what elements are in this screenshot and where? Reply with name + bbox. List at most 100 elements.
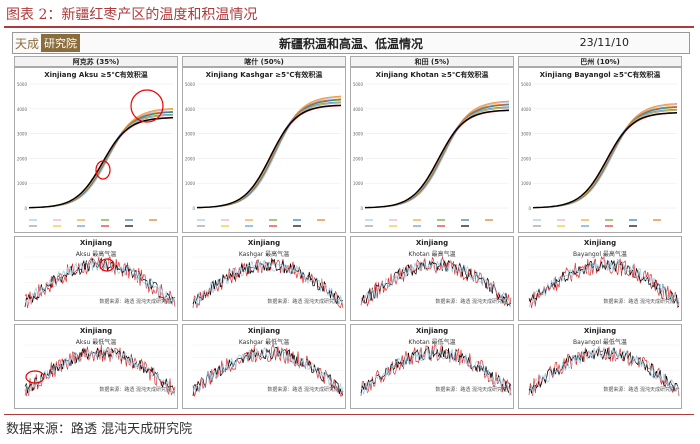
temperature-series-line [192, 257, 344, 305]
panel-plot [24, 344, 176, 397]
y-tick-label: 3000 [353, 132, 364, 137]
temperature-series-line [24, 257, 176, 308]
accumulated-series-line [28, 116, 174, 209]
y-tick-label: 2000 [521, 156, 532, 161]
bottom-rule [4, 414, 694, 415]
accumulated-series-line [364, 107, 510, 209]
accumulated-series-line [196, 101, 342, 209]
min-temp-panel: Xinjiang Khotan 最低气温 数据来源：路透 混沌天成研究院 [350, 324, 514, 409]
temperature-series-line [192, 259, 344, 306]
accumulated-series-line [197, 101, 342, 209]
panel-title: Xinjiang [415, 327, 449, 335]
panel-title: Xinjiang [79, 327, 113, 335]
panel-title: Xinjiang Khotan ≥5℃有效积温 [375, 71, 489, 79]
y-tick-label: 0 [24, 206, 27, 211]
region-header: 和田 (5%) [350, 56, 514, 67]
max-temp-panel: Xinjiang Aksu 最高气温 数据来源：路透 混沌天成研究院 [14, 236, 178, 321]
accumulated-series-line [533, 106, 678, 209]
temperature-series-line [528, 347, 680, 394]
y-tick-label: 2000 [17, 156, 28, 161]
panel-subtitle: Aksu 最低气温 [75, 339, 117, 346]
highlight-circle [25, 370, 45, 384]
y-tick-label: 2000 [353, 156, 364, 161]
accumulated-series-line [532, 109, 678, 209]
y-tick-label: 4000 [353, 107, 364, 112]
accumulated-series-line [28, 117, 173, 209]
panel-source-note: 数据来源：路透 混沌天成研究院 [267, 387, 339, 393]
accumulated-series-line [532, 112, 678, 209]
panel-subtitle: Khotan 最低气温 [408, 339, 456, 346]
panel-subtitle: Kashgar 最高气温 [238, 251, 290, 258]
y-tick-label: 5000 [353, 82, 364, 87]
panel-source-note: 数据来源：路透 混沌天成研究院 [435, 299, 507, 305]
accumulated-temp-panel: 0 1000 2000 3000 4000 5000 Xinjiang Bayangol ≥… [518, 67, 682, 233]
accumulated-series-line [365, 101, 510, 209]
panel-title: Xinjiang Bayangol ≥5℃有效积温 [539, 71, 661, 79]
y-tick-label: 0 [192, 206, 195, 211]
panel-plot: 0 1000 2000 3000 4000 5000 [521, 82, 678, 227]
region-header: 阿克苏 (35%) [14, 56, 178, 67]
panel-source-note: 数据来源：路透 混沌天成研究院 [99, 387, 171, 393]
panel-subtitle: Khotan 最高气温 [408, 251, 456, 258]
y-tick-label: 1000 [521, 181, 532, 186]
panel-source-note: 数据来源：路透 混沌天成研究院 [603, 299, 675, 305]
banner: 天成 研究院 新疆积温和高温、低温情况 23/11/10 [12, 32, 690, 54]
accumulated-series-line [197, 95, 342, 209]
panel-title: Xinjiang Kashgar ≥5℃有效积温 [205, 71, 323, 79]
y-tick-label: 3000 [521, 132, 532, 137]
accumulated-series-line [364, 110, 509, 209]
panel-title: Xinjiang [583, 239, 617, 247]
accumulated-series-line [197, 96, 342, 209]
accumulated-series-line [364, 106, 510, 209]
panel-plot [192, 344, 344, 398]
accumulated-series-line [532, 104, 678, 209]
temperature-series-line [192, 346, 344, 394]
accumulated-series-line [533, 103, 678, 209]
accumulated-series-line [197, 96, 342, 209]
accumulated-series-line [533, 103, 678, 209]
temperature-series-line [24, 256, 176, 309]
temperature-series-line [360, 345, 512, 396]
accumulated-series-line [364, 103, 510, 209]
accumulated-series-line [29, 111, 174, 209]
region-header: 巴州 (10%) [518, 56, 682, 67]
accumulated-series-line [365, 101, 510, 209]
logo: 天成 研究院 [13, 33, 81, 53]
panel-plot [528, 344, 680, 397]
title-rule [4, 26, 694, 28]
panel-plot: 0 1000 2000 3000 4000 5000 [185, 82, 342, 227]
max-temp-panel: Xinjiang Kashgar 最高气温 数据来源：路透 混沌天成研究院 [182, 236, 346, 321]
accumulated-series-line [365, 109, 510, 209]
accumulated-series-line [197, 99, 342, 209]
panel-plot [528, 255, 680, 309]
max-temp-panel: Xinjiang Khotan 最高气温数据来源：路透 混沌天成研究院 [350, 236, 514, 321]
accumulated-series-line [197, 105, 342, 209]
logo-part2: 研究院 [41, 34, 81, 52]
accumulated-series-line [532, 112, 678, 209]
temperature-series-line [528, 345, 680, 395]
accumulated-temp-panel: 0 1000 2000 3000 4000 5000 Xinjiang Aksu ≥5℃有效… [14, 67, 178, 233]
accumulated-series-line [29, 108, 174, 209]
panel-plot [360, 344, 512, 397]
highlight-circle [130, 89, 164, 123]
panel-title: Xinjiang [247, 327, 281, 335]
panel-title: Xinjiang [415, 239, 449, 247]
highlight-circle [95, 160, 111, 180]
accumulated-series-line [532, 109, 678, 209]
accumulated-series-line [532, 105, 678, 209]
y-tick-label: 0 [528, 206, 531, 211]
y-tick-label: 5000 [17, 82, 28, 87]
y-tick-label: 3000 [17, 132, 28, 137]
y-tick-label: 2000 [185, 156, 196, 161]
temperature-series-line [528, 258, 680, 308]
panel-title: Xinjiang [583, 327, 617, 335]
figure-title: 图表 2：新疆红枣产区的温度和积温情况 [6, 7, 258, 23]
panel-subtitle: Bayangol 最高气温 [573, 251, 627, 258]
min-temp-panel: Xinjiang Aksu 最低气温数据来源：路透 混沌天成研究院 [14, 324, 178, 409]
accumulated-temp-panel: 0 1000 2000 3000 4000 5000 Xinjiang Khotan ≥5℃… [350, 67, 514, 233]
accumulated-series-line [196, 104, 342, 209]
y-tick-label: 1000 [185, 181, 196, 186]
y-tick-label: 5000 [185, 82, 196, 87]
accumulated-series-line [29, 111, 174, 209]
y-tick-label: 5000 [521, 82, 532, 87]
